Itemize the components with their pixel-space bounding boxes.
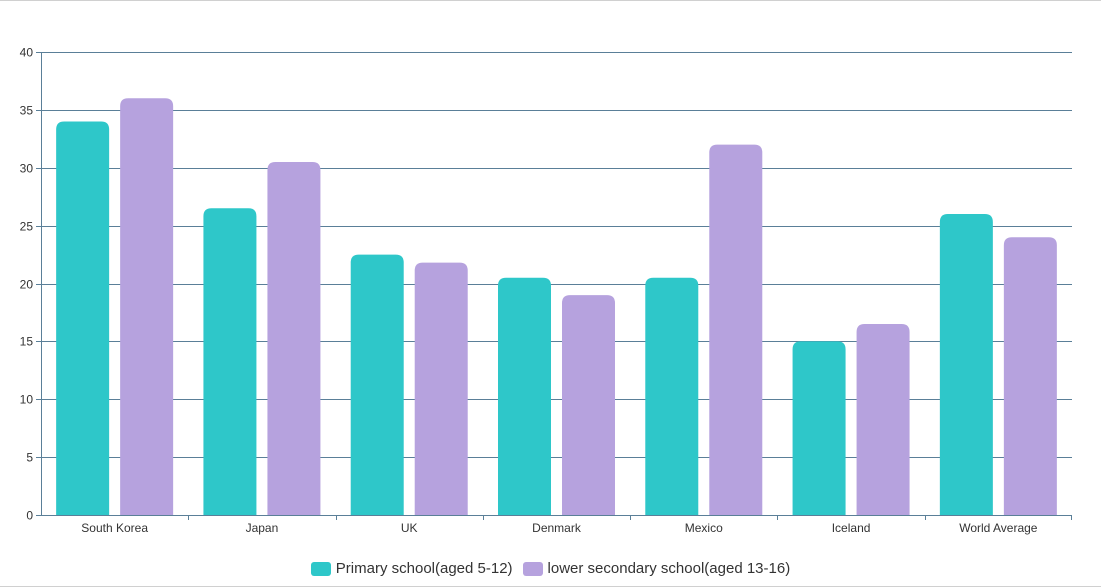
bar-primary-uk[interactable] [350,254,404,515]
y-tick-label: 30 [20,162,34,176]
legend-label-secondary: lower secondary school(aged 13-16) [547,560,791,577]
bar-primary-world-average[interactable] [939,214,993,516]
x-tick-label: World Average [959,521,1038,535]
bar-primary-japan[interactable] [203,208,257,515]
y-tick-label: 20 [20,278,34,292]
x-tick-label: Denmark [532,521,582,535]
legend-item-secondary[interactable]: lower secondary school(aged 13-16) [522,560,791,577]
bar-primary-iceland[interactable] [792,341,846,515]
bar-secondary-denmark[interactable] [562,295,615,515]
x-tick-label: Iceland [832,521,871,535]
bar-secondary-japan[interactable] [267,161,321,515]
bar-secondary-iceland[interactable] [856,324,910,515]
bar-primary-south-korea[interactable] [56,121,110,515]
bar-primary-mexico[interactable] [645,277,699,515]
bar-chart: 0 5 10 15 20 25 30 35 40 South Korea Japan UK Denmar… [20,46,1072,535]
legend-swatch-primary [310,561,331,576]
bar-secondary-uk[interactable] [414,262,468,515]
legend-item-primary[interactable]: Primary school(aged 5-12) [310,560,513,577]
y-tick-label: 25 [20,220,34,234]
bar-primary-denmark[interactable] [498,277,551,515]
y-tick-label: 15 [20,335,34,349]
legend-label-primary: Primary school(aged 5-12) [335,560,513,577]
legend: Primary school(aged 5-12) lower secondar… [0,560,1101,577]
x-tick-label: UK [401,521,418,535]
bar-secondary-mexico[interactable] [709,144,763,515]
grid-lines [41,52,1072,458]
y-tick-label: 5 [26,451,33,465]
x-tick-label: Mexico [685,521,723,535]
y-tick-label: 35 [20,104,34,118]
bars [56,98,1057,516]
x-tick-label: South Korea [81,521,148,535]
legend-swatch-secondary [522,561,543,576]
bar-secondary-south-korea[interactable] [120,98,174,516]
axes: 0 5 10 15 20 25 30 35 40 South Korea Japan UK Denmar… [20,46,1072,535]
bar-secondary-world-average[interactable] [1003,237,1057,515]
y-tick-label: 0 [26,509,33,523]
y-tick-label: 40 [20,46,34,60]
y-tick-label: 10 [20,393,34,407]
x-tick-label: Japan [246,521,279,535]
